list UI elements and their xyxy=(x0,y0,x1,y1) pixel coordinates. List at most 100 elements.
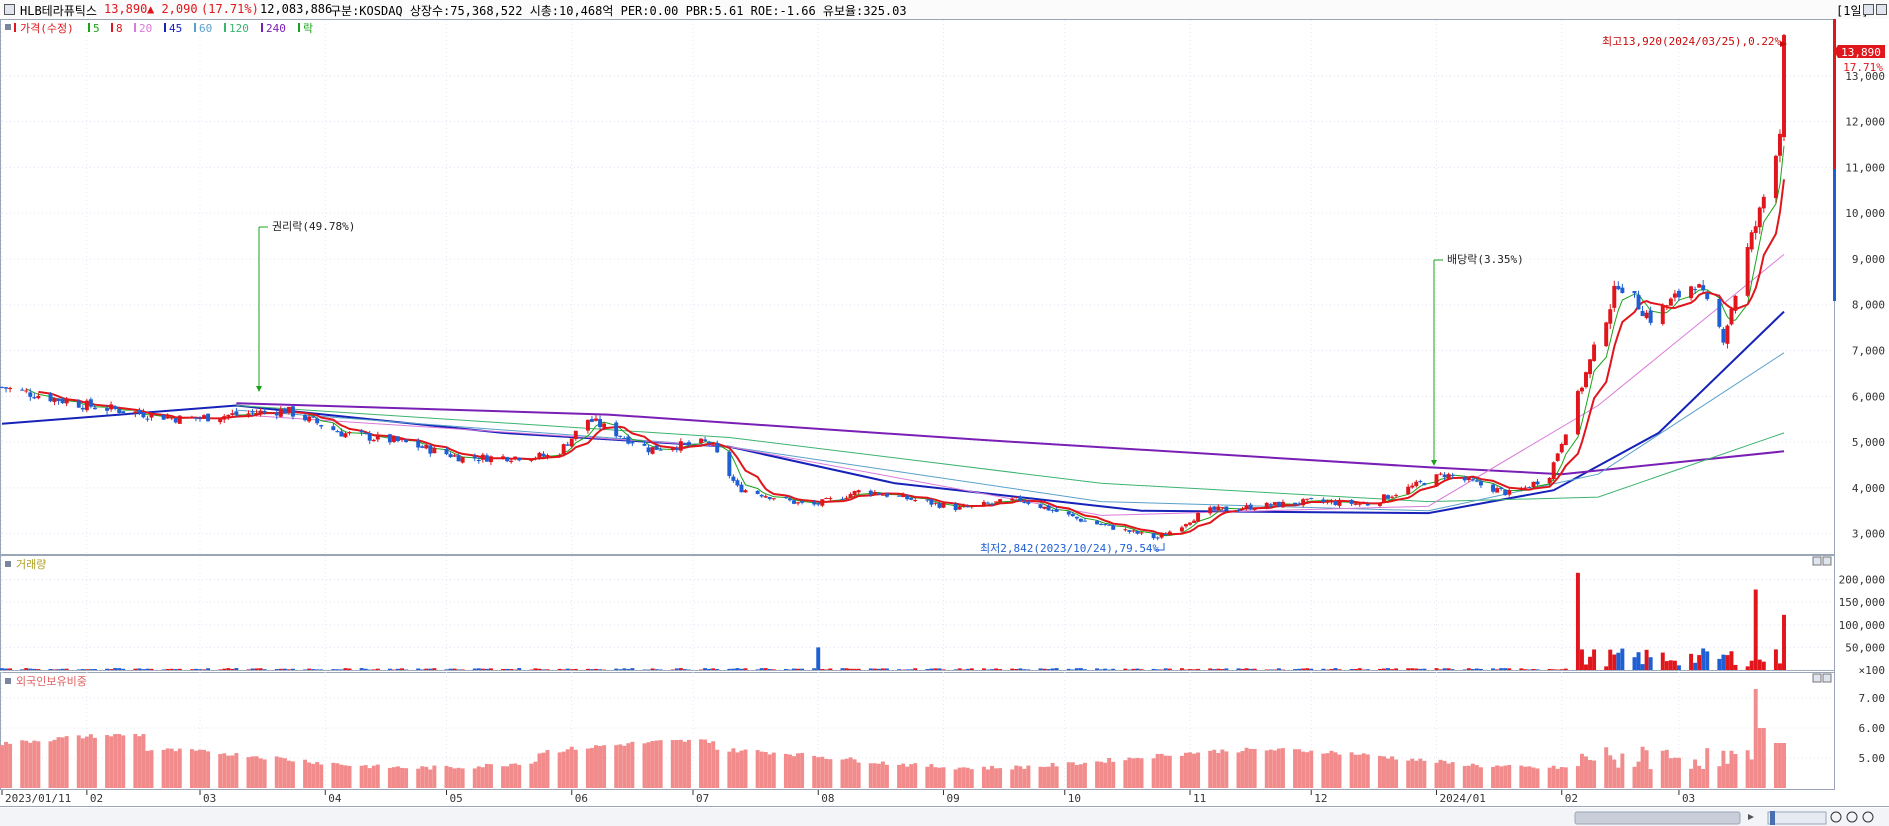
volume-bar xyxy=(626,669,631,670)
panel-legend-icon[interactable] xyxy=(5,24,11,30)
ma-legend-marker xyxy=(88,23,90,32)
volume-bar xyxy=(117,668,122,670)
foreign-ratio-bar xyxy=(1717,766,1722,788)
candle-body xyxy=(1559,443,1564,453)
volume-bar xyxy=(1022,669,1027,670)
foreign-ratio-bar xyxy=(1608,755,1613,788)
ma-line-60 xyxy=(236,352,1785,512)
candle-body xyxy=(250,411,255,413)
foreign-ratio-bar xyxy=(994,768,999,788)
volume-bar xyxy=(573,668,578,670)
foreign-ratio-bar xyxy=(1095,761,1100,788)
volume-bar xyxy=(852,668,857,670)
candle-body xyxy=(1676,290,1681,298)
foreign-panel-max-icon[interactable] xyxy=(1812,673,1822,683)
volume-bar xyxy=(1689,653,1694,670)
zoom-slider[interactable] xyxy=(1767,811,1827,825)
foreign-ratio-bar xyxy=(1272,750,1277,788)
foreign-ratio-bar xyxy=(913,763,918,788)
candle-body xyxy=(1394,495,1399,497)
candle-body xyxy=(1725,325,1730,344)
foreign-ratio-bar xyxy=(735,752,740,788)
foreign-ratio-bar xyxy=(432,765,437,788)
x-tick-label: 09 xyxy=(947,792,960,805)
zoom-slider-handle[interactable] xyxy=(1770,811,1775,825)
candle-body xyxy=(416,440,421,448)
foreign-ratio-bar xyxy=(307,762,312,788)
foreign-panel-close-icon[interactable] xyxy=(1822,673,1832,683)
foreign-panel-icon[interactable] xyxy=(5,678,11,684)
volume-bar xyxy=(767,669,772,670)
candle-body xyxy=(585,419,590,431)
foreign-ratio-bar xyxy=(1022,768,1027,788)
zoom-reset-icon[interactable] xyxy=(1862,811,1874,823)
volume-bar xyxy=(658,669,663,670)
candle-body xyxy=(646,447,651,453)
scroll-right-arrow-icon[interactable] xyxy=(1748,814,1754,820)
volume-panel-close-icon[interactable] xyxy=(1822,556,1832,566)
close-icon[interactable] xyxy=(1876,4,1887,15)
volume-bar xyxy=(876,668,881,670)
volume-bar xyxy=(1268,669,1273,670)
volume-bar xyxy=(1721,654,1726,670)
volume-bar xyxy=(1167,668,1172,670)
volume-bar xyxy=(1438,669,1443,670)
candle-body xyxy=(505,457,510,462)
volume-bar xyxy=(113,668,118,670)
volume-bar xyxy=(133,668,138,670)
candle-body xyxy=(375,434,380,440)
volume-bar xyxy=(109,669,114,670)
foreign-ratio-bar xyxy=(678,739,683,788)
volume-bar xyxy=(234,668,239,670)
foreign-ratio-bar xyxy=(375,764,380,788)
candle-body xyxy=(1749,232,1754,250)
zoom-out-icon[interactable] xyxy=(1830,811,1842,823)
candle-body xyxy=(1224,506,1229,511)
foreign-ratio-bar xyxy=(198,749,202,788)
rak-legend-marker xyxy=(298,23,300,32)
volume-bar xyxy=(36,669,41,670)
candle-body xyxy=(1159,534,1164,538)
horizontal-scrollbar[interactable] xyxy=(1574,811,1741,825)
candle-body xyxy=(432,447,437,454)
volume-bar xyxy=(56,669,61,670)
volume-bar xyxy=(905,669,910,670)
menu-icon[interactable] xyxy=(4,4,15,15)
candle-body xyxy=(674,448,679,451)
foreign-ratio-bar xyxy=(1216,753,1221,788)
volume-panel-icon[interactable] xyxy=(5,561,11,567)
volume-bar xyxy=(844,668,849,670)
candle-body xyxy=(76,401,81,408)
ma-legend-marker xyxy=(111,23,113,32)
window-restore-icon[interactable] xyxy=(1863,4,1874,15)
volume-bar xyxy=(759,668,764,670)
foreign-ratio-bar xyxy=(941,767,946,788)
ma-legend-label: 45 xyxy=(169,22,182,35)
zoom-in-icon[interactable] xyxy=(1846,811,1858,823)
candle-body xyxy=(1442,474,1447,478)
candle-body xyxy=(226,414,231,417)
volume-bar xyxy=(484,668,489,670)
candle-body xyxy=(1434,474,1439,487)
stock-name[interactable]: HLB테라퓨틱스 xyxy=(20,4,97,18)
volume-panel-max-icon[interactable] xyxy=(1812,556,1822,566)
candle-body xyxy=(222,416,227,420)
volume-bar xyxy=(480,668,485,670)
volume-bar xyxy=(1042,668,1047,670)
stock-info: 구분:KOSDAQ 상장수:75,368,522 시총:10,468억 PER:… xyxy=(330,4,907,18)
price-tick-label: 12,000 xyxy=(1845,116,1885,129)
foreign-ratio-bar xyxy=(391,767,396,788)
current-price: 13,890 xyxy=(104,2,148,16)
volume-bar xyxy=(416,668,421,670)
foreign-ratio-bar xyxy=(149,750,154,788)
foreign-ratio-bar xyxy=(856,762,861,788)
volume-bar xyxy=(1066,668,1071,670)
volume-tick-label: 100,000 xyxy=(1839,619,1885,632)
foreign-ratio-bar xyxy=(1761,728,1766,788)
candle-body xyxy=(844,497,849,499)
stock-chart[interactable]: 3,000 4,000 5,000 6,000 7,000 8,000 9,000 10,00… xyxy=(0,19,1889,826)
volume-bar xyxy=(262,669,267,670)
period-selector[interactable]: [1일] xyxy=(1836,4,1869,18)
ma-legend-marker xyxy=(261,23,263,32)
foreign-ratio-bar xyxy=(1208,750,1213,788)
